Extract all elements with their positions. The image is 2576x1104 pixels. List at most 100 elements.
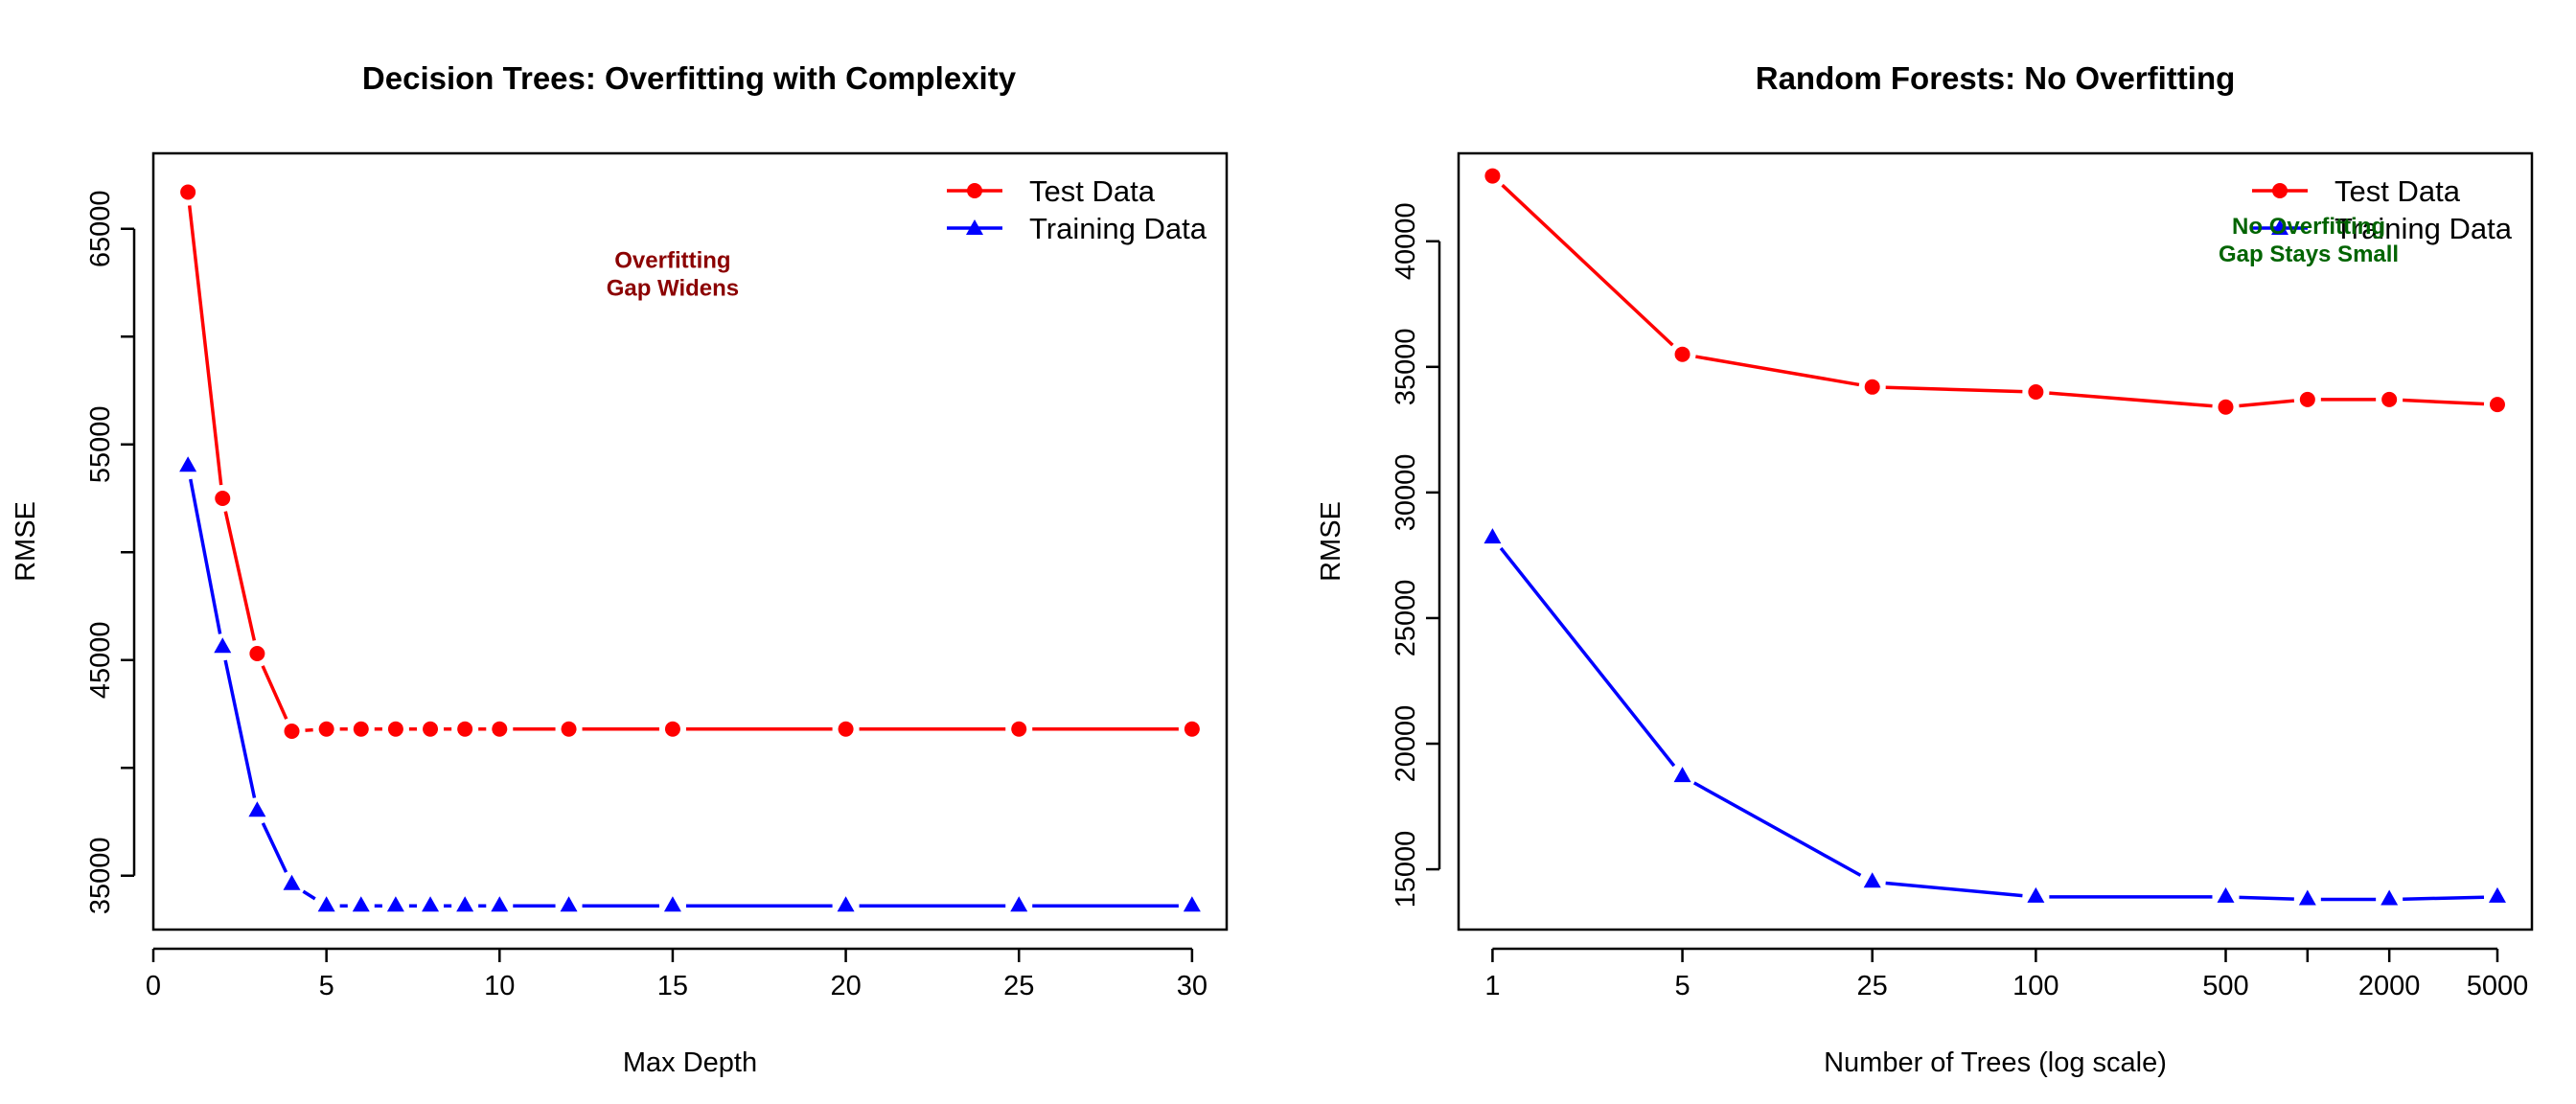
y-axis-label: RMSE xyxy=(11,501,41,582)
training-data-point xyxy=(456,896,474,912)
training-data-point xyxy=(317,896,335,912)
training-data-point xyxy=(837,896,855,912)
x-tick-label: 20 xyxy=(830,971,861,1001)
training-line-segment xyxy=(189,478,222,634)
y-tick-label: 40000 xyxy=(1391,202,1421,280)
test-data-point xyxy=(180,184,196,200)
y-tick-label: 65000 xyxy=(85,190,116,267)
x-tick-label: 100 xyxy=(2012,971,2058,1001)
x-tick-label: 15 xyxy=(657,971,688,1001)
test-line-segment xyxy=(1695,355,1860,387)
test-data-point xyxy=(561,721,577,737)
no-overfitting-annotation: No Overfitting Gap Stays Small xyxy=(2219,214,2399,267)
legend-label-training: Training Data xyxy=(2334,212,2513,245)
test-data-point xyxy=(318,721,334,737)
training-data-point xyxy=(422,896,440,912)
y-tick-label: 30000 xyxy=(1391,454,1421,532)
training-line-segment xyxy=(223,659,257,798)
training-line-segment xyxy=(302,889,316,901)
test-series xyxy=(180,184,1200,739)
training-data-point xyxy=(2027,886,2045,903)
training-data-point xyxy=(1484,528,1502,544)
random-forests-panel: Random Forests: No Overfitting 1 5 25 100 50… xyxy=(1316,60,2534,1078)
test-data-point xyxy=(1674,346,1690,362)
test-data-point xyxy=(423,721,439,737)
y-tick-label: 35000 xyxy=(1391,328,1421,405)
legend-label-training: Training Data xyxy=(1029,212,1208,245)
test-data-point xyxy=(1011,721,1027,737)
test-data-point xyxy=(1864,379,1880,395)
x-axis-label: Number of Trees (log scale) xyxy=(1824,1047,2167,1078)
x-tick-label: 10 xyxy=(484,971,515,1001)
training-series xyxy=(1484,528,2506,906)
annotation-line: No Overfitting xyxy=(2232,214,2385,240)
training-data-point xyxy=(1863,872,1881,888)
test-data-point xyxy=(215,491,231,506)
training-data-point xyxy=(2380,889,2399,906)
legend-marker-circle xyxy=(967,183,982,198)
series-group xyxy=(1484,168,2506,906)
training-data-point xyxy=(491,896,509,912)
test-line-segment xyxy=(187,205,223,486)
y-tick-label: 45000 xyxy=(85,621,116,699)
training-line-segment xyxy=(2239,895,2294,901)
test-data-point xyxy=(1184,721,1200,737)
training-data-point xyxy=(1010,896,1028,912)
training-data-point xyxy=(248,801,266,817)
y-tick-label: 25000 xyxy=(1391,580,1421,657)
x-tick-label: 30 xyxy=(1177,971,1208,1001)
decision-trees-panel: Decision Trees: Overfitting with Complex… xyxy=(11,60,1229,1078)
x-tick-label: 0 xyxy=(146,971,161,1001)
training-line-segment xyxy=(1885,881,2023,898)
training-line-segment xyxy=(2403,895,2485,901)
plot-frame xyxy=(151,151,1229,932)
x-tick-label: 2000 xyxy=(2358,971,2421,1001)
training-data-point xyxy=(2298,889,2316,906)
overfitting-annotation: Overfitting Gap Widens xyxy=(607,247,739,301)
test-series xyxy=(1484,168,2505,415)
y-tick-label: 35000 xyxy=(85,837,116,914)
test-line-segment xyxy=(305,727,313,732)
legend-marker-circle xyxy=(2272,183,2288,198)
training-data-point xyxy=(352,896,370,912)
training-data-point xyxy=(283,874,301,890)
test-line-segment xyxy=(223,511,257,641)
legend-marker-triangle xyxy=(2271,219,2288,235)
x-tick-label: 5000 xyxy=(2467,971,2529,1001)
y-tick-label: 55000 xyxy=(85,405,116,483)
test-data-point xyxy=(457,721,473,737)
axis-ticks: 0 5 10 15 20 25 30 35000 45000 55000 65000 xyxy=(85,190,1208,1001)
chart-title: Decision Trees: Overfitting with Complex… xyxy=(362,60,1017,96)
annotation-line: Gap Widens xyxy=(607,275,739,301)
y-tick-label: 15000 xyxy=(1391,831,1421,908)
legend-label-test: Test Data xyxy=(1029,174,1156,208)
training-data-point xyxy=(179,456,197,472)
legend: Test Data Training Data xyxy=(2252,174,2513,245)
annotation-line: Gap Stays Small xyxy=(2219,242,2399,267)
annotation-line: Overfitting xyxy=(614,247,730,273)
training-data-point xyxy=(1183,896,1201,912)
test-data-point xyxy=(284,724,300,739)
legend: Test Data Training Data xyxy=(947,174,1208,245)
legend-marker-triangle xyxy=(966,219,983,235)
test-line-segment xyxy=(2403,398,2485,406)
x-tick-label: 1 xyxy=(1484,971,1500,1001)
training-data-point xyxy=(1673,767,1691,783)
test-data-point xyxy=(2381,391,2398,407)
test-data-point xyxy=(387,721,403,737)
test-data-point xyxy=(492,721,508,737)
training-data-point xyxy=(214,637,232,654)
test-line-segment xyxy=(2239,399,2295,408)
series-group xyxy=(179,184,1201,912)
x-tick-label: 25 xyxy=(1857,971,1888,1001)
test-line-segment xyxy=(2049,391,2213,408)
training-line-segment xyxy=(1692,781,1862,877)
test-data-point xyxy=(664,721,680,737)
x-axis-label: Max Depth xyxy=(623,1047,757,1078)
chart-title: Random Forests: No Overfitting xyxy=(1756,60,2236,96)
test-data-point xyxy=(838,721,854,737)
x-tick-label: 5 xyxy=(319,971,334,1001)
training-data-point xyxy=(386,896,404,912)
test-line-segment xyxy=(1501,183,1674,347)
